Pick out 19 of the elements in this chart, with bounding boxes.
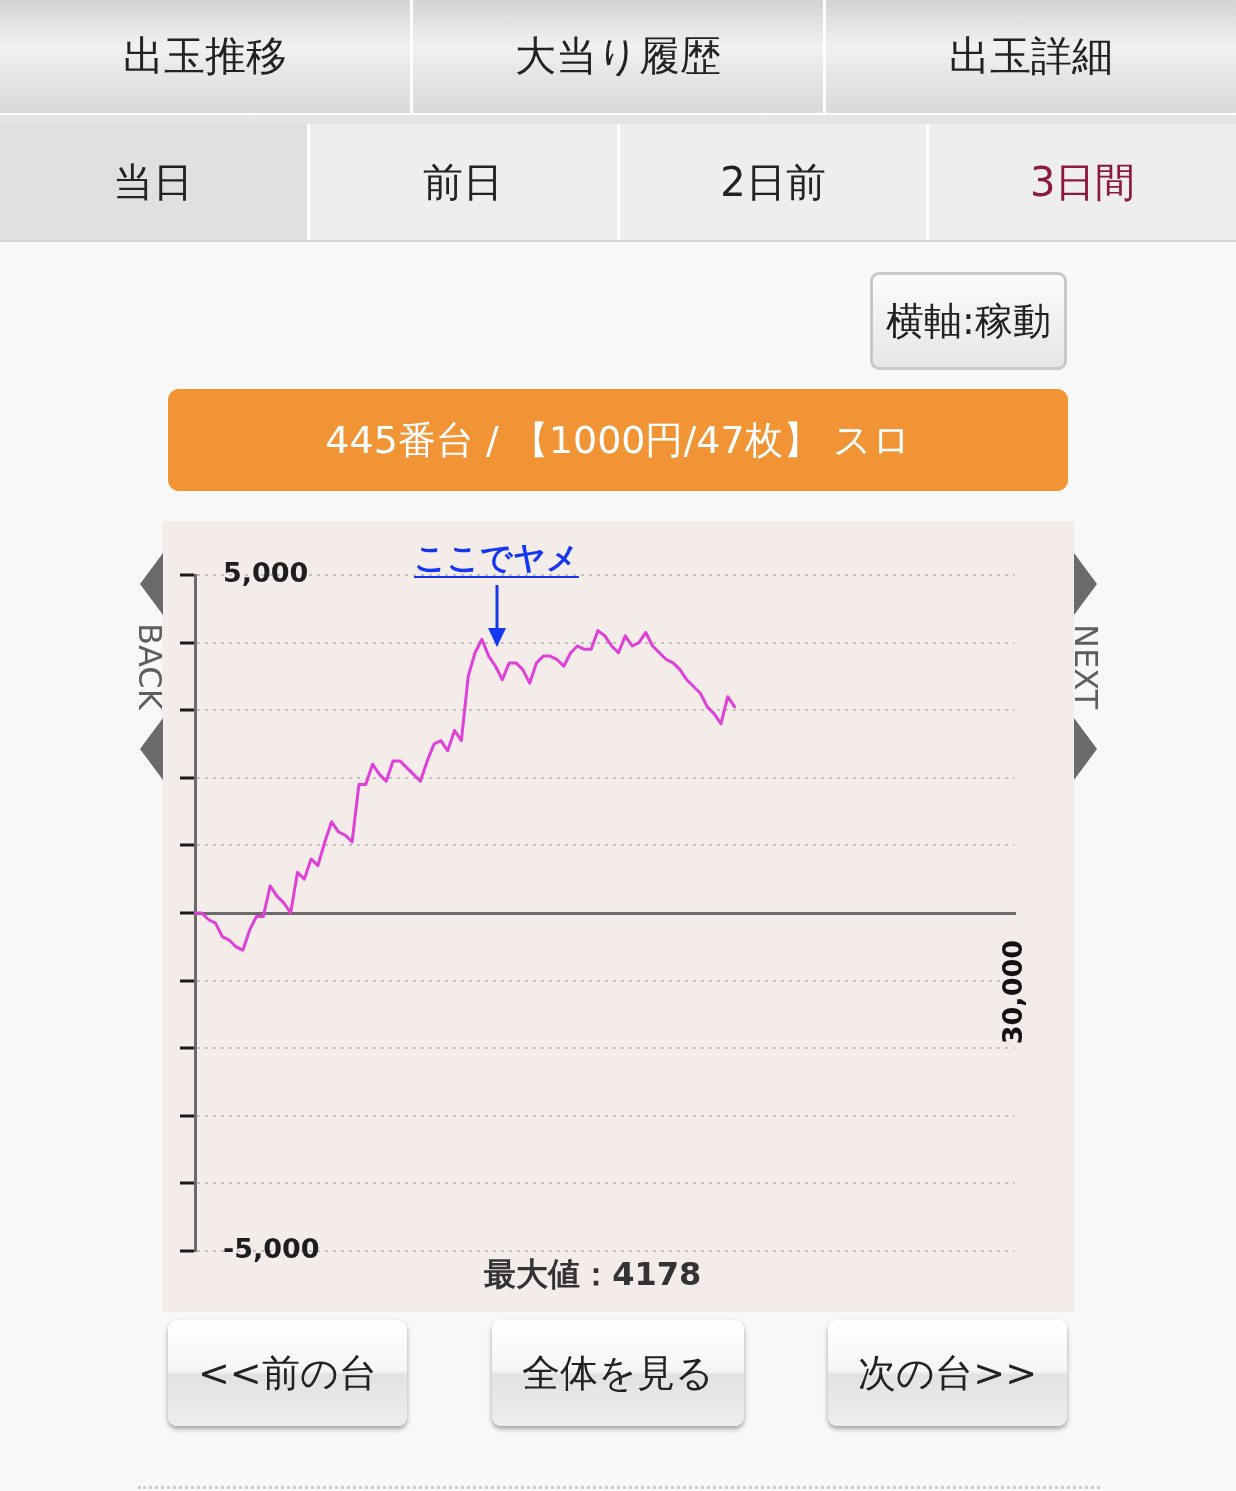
tab[interactable]: 3日間 [929,124,1236,240]
text: NEXT [1067,623,1105,710]
button[interactable]: <<前の台 [168,1320,407,1426]
tab[interactable]: 出玉推移 [0,0,410,113]
y-tick-label: 5,000 [223,557,309,589]
tab[interactable]: 出玉詳細 [826,0,1236,113]
text: 最大値：4178 [484,1255,702,1294]
chart-title: 445番台 / 【1000円/47枚】 スロ [325,416,911,464]
button[interactable]: 次の台>> [828,1320,1067,1426]
tab[interactable]: 前日 [309,124,617,240]
text: BACK [131,623,169,710]
tab[interactable]: 2日前 [619,124,927,240]
x-tick-label: 30,000 [996,940,1028,1045]
annotation: ここでヤメ [414,539,580,578]
tab[interactable]: 大当り履歴 [413,0,823,113]
y-tick-label: -5,000 [223,1233,320,1265]
button[interactable]: 全体を見る [491,1320,744,1426]
toggle-button[interactable]: 横軸:稼動 [870,272,1067,370]
tab[interactable]: 当日 [0,124,307,240]
